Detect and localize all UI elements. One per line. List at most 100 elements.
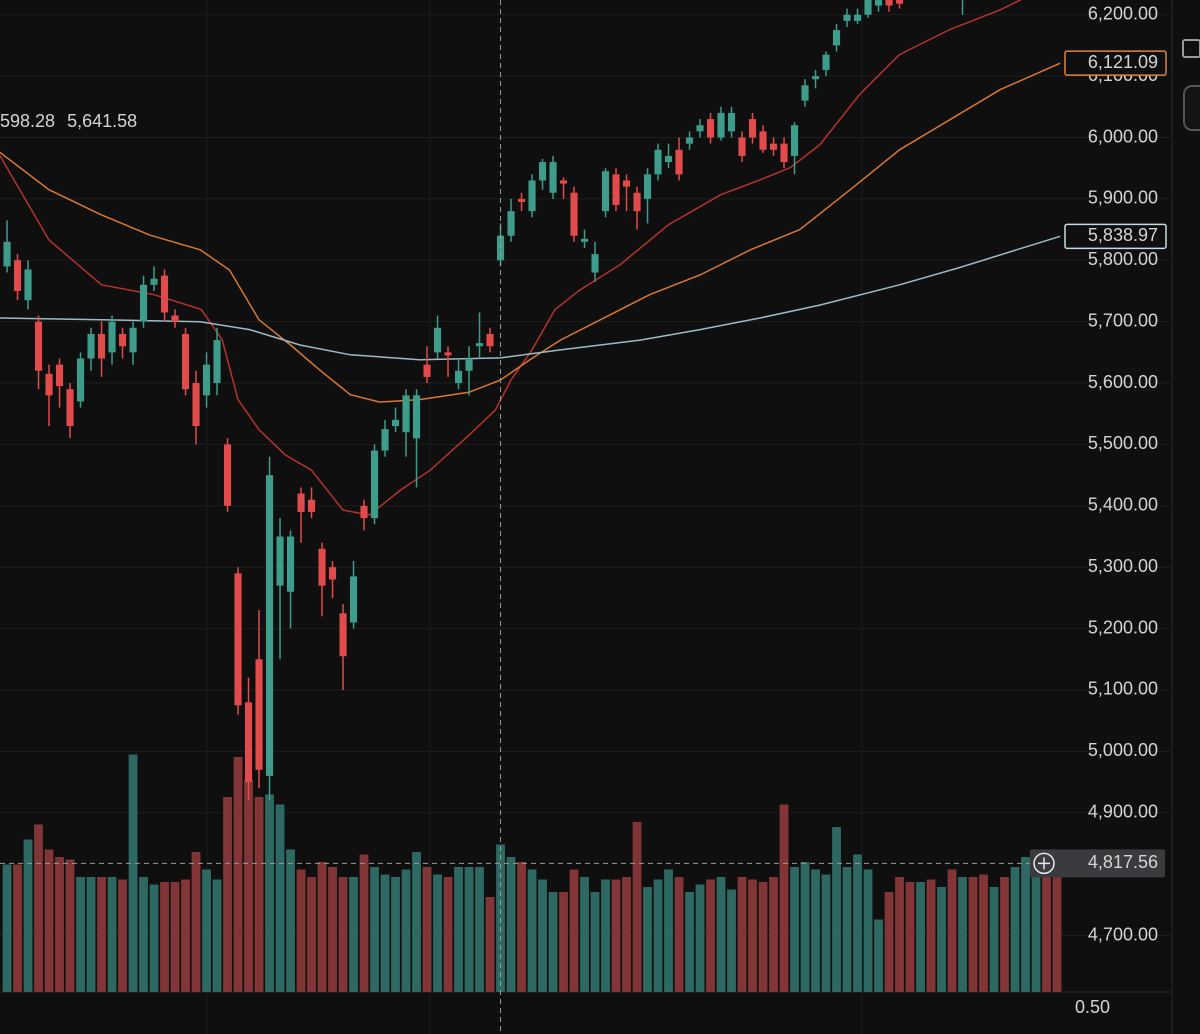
- volume-bar: [391, 877, 400, 992]
- candle-body: [181, 333, 190, 390]
- y-tick-label: 5,600.00: [1088, 372, 1158, 392]
- moving-average: [0, 0, 1023, 516]
- volume-bar: [86, 877, 96, 992]
- candle-body: [664, 155, 673, 163]
- candle-body: [150, 278, 158, 285]
- volume-bar: [139, 877, 148, 992]
- candle-body: [538, 162, 547, 181]
- y-tick-label: 5,900.00: [1088, 188, 1158, 208]
- volume-bar: [601, 879, 610, 992]
- volume-bar: [34, 824, 43, 992]
- volume-bar: [23, 839, 33, 992]
- candle-body: [255, 659, 263, 770]
- volume-pane: [2, 754, 1062, 992]
- volume-bar: [1042, 867, 1051, 992]
- volume-bar: [506, 857, 516, 992]
- crosshair-plus-icon: [1033, 852, 1055, 875]
- volume-bar: [706, 879, 715, 992]
- volume-bar: [947, 869, 957, 992]
- y-tick-label: 5,300.00: [1088, 556, 1158, 576]
- volume-bar: [191, 852, 201, 992]
- candle-body: [843, 14, 851, 21]
- volume-bar: [779, 804, 789, 992]
- volume-bar: [2, 864, 12, 992]
- candle-body: [13, 260, 22, 291]
- legend: 598.28 5,641.58: [0, 111, 137, 131]
- candle-body: [129, 327, 137, 353]
- moving-averages: [0, 0, 1061, 516]
- volume-bar: [149, 884, 159, 992]
- volume-bar: [842, 867, 852, 992]
- volume-bar: [695, 884, 705, 992]
- crosshair: 4,817.56: [0, 0, 1165, 1034]
- candle-body: [381, 429, 389, 451]
- price-label: 5,838.97: [1088, 225, 1158, 245]
- candle-body: [412, 395, 421, 439]
- volume-bar: [128, 754, 138, 992]
- volume-bar: [181, 879, 190, 992]
- candle-body: [822, 54, 830, 70]
- volume-bar: [212, 879, 222, 992]
- candle-body: [528, 180, 536, 212]
- price-axis: 4,700.00 4,900.00 5,000.00 5,100.00 5,200.00…: [1064, 3, 1167, 944]
- volume-bar: [937, 887, 946, 992]
- volume-bar: [685, 892, 694, 992]
- volume-bar: [254, 797, 264, 992]
- candle-body: [307, 499, 316, 512]
- volume-bar: [338, 877, 348, 992]
- volume-bar: [443, 877, 453, 992]
- candle-body: [444, 352, 452, 356]
- candle-body: [24, 269, 32, 301]
- volume-bar: [454, 867, 463, 992]
- volume-bar: [874, 919, 883, 992]
- volume-bar: [643, 887, 652, 992]
- volume-bar: [622, 877, 631, 992]
- candle-body: [507, 211, 515, 236]
- candle-body: [685, 137, 694, 144]
- volume-bar: [412, 852, 421, 992]
- volume-bar: [328, 867, 337, 992]
- candle-body: [885, 0, 893, 6]
- volume-bar: [538, 879, 547, 992]
- toolbar-icon[interactable]: [1182, 39, 1200, 58]
- volume-bar: [958, 877, 967, 992]
- y-tick-label: 5,100.00: [1088, 679, 1158, 699]
- candle-body: [633, 192, 641, 212]
- candle-body: [895, 0, 904, 4]
- volume-bar: [380, 874, 390, 992]
- volume-bar: [895, 877, 904, 992]
- volume-bar: [170, 882, 180, 992]
- volume-bar: [202, 869, 211, 992]
- volume-bar: [422, 867, 432, 992]
- volume-bar: [475, 867, 484, 992]
- y-tick-label: 5,400.00: [1088, 495, 1158, 515]
- volume-bar: [790, 867, 799, 992]
- candle-body: [549, 162, 557, 193]
- volume-bar: [821, 874, 831, 992]
- candle-body: [108, 321, 116, 353]
- candle-body: [192, 383, 200, 427]
- volume-bar: [527, 869, 537, 992]
- volume-bar: [916, 882, 925, 992]
- legend-value: 598.28: [0, 111, 55, 131]
- candle-body: [223, 444, 232, 506]
- volume-bar: [716, 877, 726, 992]
- price-label-box: [1064, 50, 1167, 76]
- candle-body: [76, 358, 85, 402]
- volume-bar: [748, 879, 757, 992]
- vertical-grid: [206, 0, 863, 1034]
- candle-body: [696, 125, 704, 132]
- volume-bar: [265, 794, 274, 992]
- volume-bar: [296, 869, 306, 992]
- toolbar-button[interactable]: [1183, 85, 1200, 131]
- volume-bar: [905, 882, 915, 992]
- candle-body: [45, 373, 53, 396]
- candle-body: [3, 241, 11, 267]
- volume-bar: [107, 877, 117, 992]
- volume-bar: [485, 897, 495, 992]
- candle-body: [675, 149, 683, 175]
- volume-bar: [926, 879, 936, 992]
- candle-body: [370, 450, 379, 519]
- volume-bar: [1000, 877, 1009, 992]
